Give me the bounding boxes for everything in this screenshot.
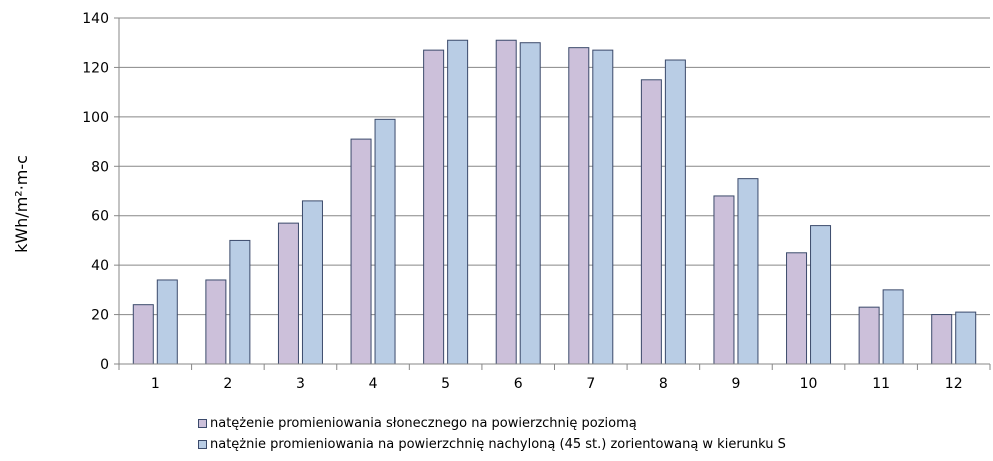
y-tick-label: 40	[91, 258, 109, 274]
bar-horizontal	[495, 39, 517, 365]
axes	[114, 17, 991, 370]
bar-horizontal	[350, 138, 372, 365]
x-tick-label: 8	[659, 376, 668, 392]
x-tick-label: 2	[223, 376, 232, 392]
bar-horizontal	[640, 79, 662, 365]
bar-tilted	[955, 311, 977, 365]
y-tick-labels: 0 20 40 60 80 100 120 140	[82, 11, 109, 373]
bar-tilted	[882, 289, 904, 365]
legend-item-tilted: natężnie promieniowania na powierzchnię …	[198, 434, 786, 455]
x-tick-label: 6	[514, 376, 523, 392]
bar-tilted	[156, 279, 178, 365]
bar-tilted	[592, 49, 614, 365]
y-tick-label: 120	[82, 60, 109, 76]
bar-tilted	[301, 200, 323, 365]
bars	[132, 39, 977, 365]
bar-tilted	[229, 239, 251, 365]
bar-tilted	[810, 225, 832, 365]
legend-label-tilted: natężnie promieniowania na powierzchnię …	[210, 437, 786, 452]
y-axis-label: kWh/m²·m-c	[12, 155, 31, 253]
x-tick-label: 4	[369, 376, 378, 392]
x-tick-label: 9	[731, 376, 740, 392]
y-tick-label: 20	[91, 308, 109, 324]
bar-horizontal	[132, 304, 154, 365]
gridlines	[119, 17, 990, 316]
bar-tilted	[374, 118, 396, 365]
bar-horizontal	[277, 222, 299, 365]
bar-tilted	[664, 59, 686, 365]
x-tick-label: 11	[872, 376, 890, 392]
y-tick-label: 80	[91, 159, 109, 175]
legend-swatch-tilted	[198, 440, 207, 449]
y-tick-label: 100	[82, 110, 109, 126]
y-tick-label: 140	[82, 11, 109, 27]
x-tick-label: 1	[151, 376, 160, 392]
legend: natężenie promieniowania słonecznego na …	[198, 413, 786, 455]
bar-horizontal	[713, 195, 735, 365]
bar-horizontal	[858, 306, 880, 365]
x-tick-label: 3	[296, 376, 305, 392]
bar-horizontal	[423, 49, 445, 365]
bar-tilted	[519, 42, 541, 365]
x-tick-label: 7	[586, 376, 595, 392]
bar-horizontal	[786, 252, 808, 365]
legend-swatch-horizontal	[198, 419, 207, 428]
bar-tilted	[447, 39, 469, 365]
legend-label-horizontal: natężenie promieniowania słonecznego na …	[210, 416, 637, 431]
bar-horizontal	[205, 279, 227, 365]
y-tick-label: 0	[100, 357, 109, 373]
y-tick-label: 60	[91, 209, 109, 225]
x-tick-label: 12	[945, 376, 963, 392]
x-tick-label: 10	[800, 376, 818, 392]
x-tick-label: 5	[441, 376, 450, 392]
legend-item-horizontal: natężenie promieniowania słonecznego na …	[198, 413, 786, 434]
bar-horizontal	[931, 314, 953, 365]
bar-tilted	[737, 178, 759, 365]
bar-horizontal	[568, 47, 590, 365]
x-tick-labels: 1 2 3 4 5 6 7 8 9 10 11 12	[151, 376, 963, 392]
